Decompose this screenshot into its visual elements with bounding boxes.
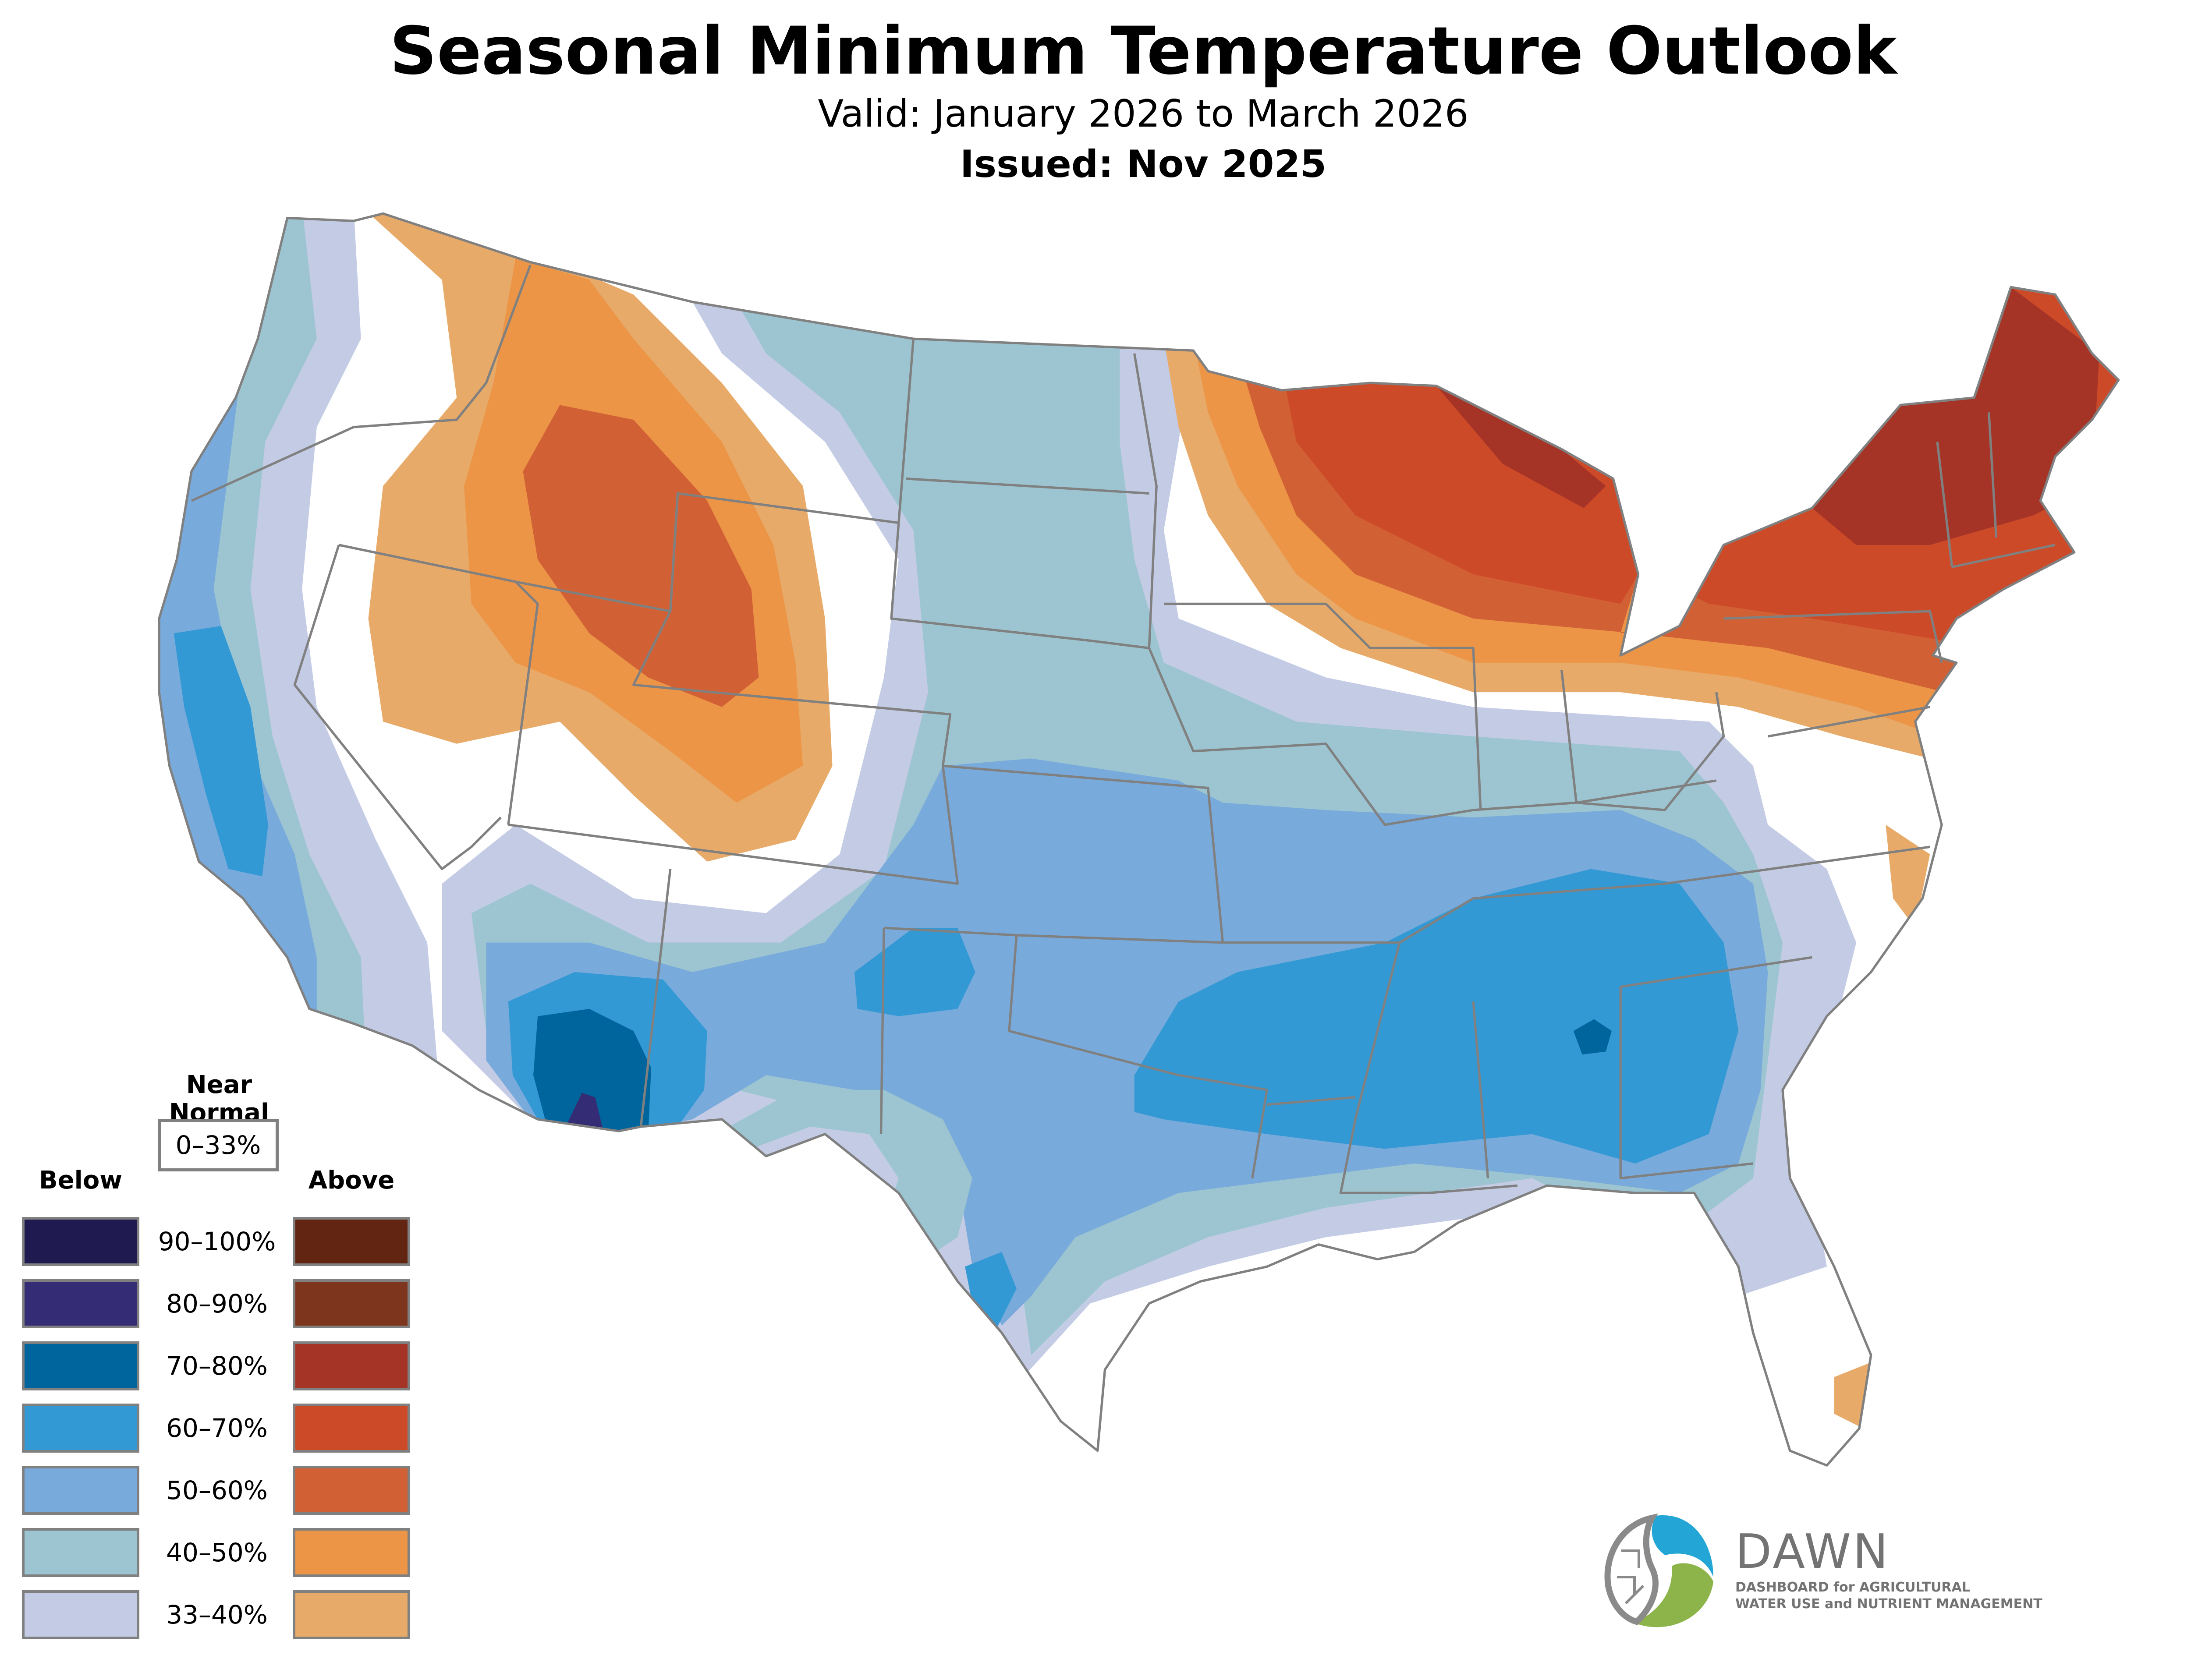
logo-subtitle: DASHBOARD for AGRICULTURAL WATER USE and… bbox=[1735, 1579, 2042, 1613]
legend-range-label: 90–100% bbox=[158, 1227, 276, 1256]
legend-swatch-below bbox=[22, 1404, 139, 1453]
legend-range-label: 80–90% bbox=[166, 1289, 268, 1319]
legend-below-title: Below bbox=[39, 1166, 123, 1195]
issued-date: Issued: Nov 2025 bbox=[960, 142, 1327, 186]
legend-swatch-above bbox=[293, 1341, 410, 1390]
legend-swatch-above bbox=[293, 1528, 410, 1577]
normal-label: Normal bbox=[169, 1099, 269, 1127]
legend-swatch-below bbox=[22, 1466, 139, 1515]
legend-swatch-below bbox=[22, 1590, 139, 1639]
logo-subtitle-1: DASHBOARD for AGRICULTURAL bbox=[1735, 1580, 1970, 1595]
legend-range-label: 60–70% bbox=[166, 1413, 268, 1443]
valid-period: Valid: January 2026 to March 2026 bbox=[818, 92, 1469, 136]
legend-swatch-below bbox=[22, 1528, 139, 1577]
legend-swatch-below bbox=[22, 1341, 139, 1390]
legend-swatch-above bbox=[293, 1279, 410, 1328]
legend-swatch-above bbox=[293, 1590, 410, 1639]
map-title: Seasonal Minimum Temperature Outlook bbox=[390, 13, 1897, 89]
legend-above-title: Above bbox=[308, 1166, 395, 1195]
legend-near-normal-title: Near Normal bbox=[145, 1071, 294, 1127]
legend-swatch-below bbox=[22, 1279, 139, 1328]
logo-name: DAWN bbox=[1735, 1524, 1890, 1579]
legend-range-label: 50–60% bbox=[166, 1475, 268, 1505]
legend-swatch-above bbox=[293, 1466, 410, 1515]
legend-range-label: 33–40% bbox=[166, 1600, 268, 1630]
logo-subtitle-2: WATER USE and NUTRIENT MANAGEMENT bbox=[1735, 1596, 2042, 1612]
near-label: Near bbox=[186, 1071, 252, 1099]
dawn-logo-icon bbox=[1599, 1511, 1713, 1634]
legend-swatch-above bbox=[293, 1217, 410, 1266]
legend-range-label: 40–50% bbox=[166, 1538, 268, 1567]
state-borders bbox=[158, 212, 2120, 1467]
legend-swatch-above bbox=[293, 1404, 410, 1453]
near-normal-box: 0–33% bbox=[158, 1119, 279, 1171]
legend-swatch-below bbox=[22, 1217, 139, 1266]
legend-range-label: 70–80% bbox=[166, 1351, 268, 1381]
